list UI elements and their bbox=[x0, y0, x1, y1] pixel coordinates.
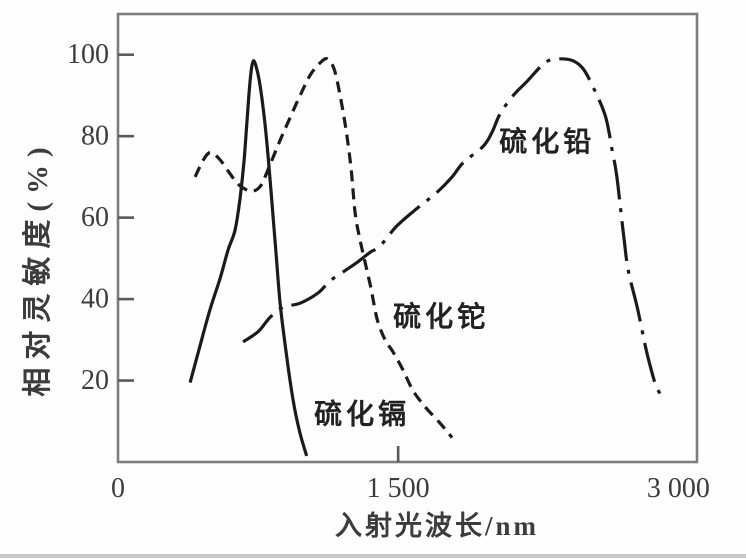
x-tick-1500: 1 500 bbox=[367, 446, 430, 504]
x-tick-3000: 3 000 bbox=[647, 473, 710, 504]
y-tick-label-20: 20 bbox=[81, 365, 109, 396]
scan-edge-bottom bbox=[0, 554, 746, 558]
y-tick-label-80: 80 bbox=[81, 121, 109, 152]
curve-labels-layer: 硫化镉 硫化铊 硫化铅 bbox=[314, 125, 595, 431]
x-tick-label-3000: 3 000 bbox=[647, 473, 710, 504]
curve-cds bbox=[188, 59, 309, 457]
y-tick-20: 20 bbox=[81, 365, 134, 396]
y-tick-60: 60 bbox=[81, 202, 134, 233]
curve-label-tl2s: 硫化铊 bbox=[393, 300, 489, 333]
curve-label-pbs: 硫化铅 bbox=[499, 125, 595, 158]
y-tick-100: 100 bbox=[67, 39, 134, 70]
curve-label-cds: 硫化镉 bbox=[314, 398, 410, 431]
curve-tl2s bbox=[193, 56, 454, 439]
x-axis-title: 入射光波长/nm bbox=[335, 511, 539, 541]
y-tick-label-40: 40 bbox=[81, 284, 109, 315]
curve-pbs bbox=[242, 57, 664, 398]
x-tick-0: 0 bbox=[111, 473, 125, 504]
axis-ticks: 20 40 60 80 100 0 1 500 3 000 bbox=[67, 39, 710, 504]
plot-frame bbox=[116, 12, 699, 464]
x-tick-label-1500: 1 500 bbox=[367, 473, 430, 504]
curves-layer bbox=[188, 56, 664, 457]
y-tick-80: 80 bbox=[81, 121, 134, 152]
y-tick-40: 40 bbox=[81, 284, 134, 315]
y-axis-title: 相对灵敏度(%) bbox=[21, 139, 54, 396]
y-tick-label-60: 60 bbox=[81, 202, 109, 233]
x-tick-label-0: 0 bbox=[111, 473, 125, 504]
y-tick-label-100: 100 bbox=[67, 39, 109, 70]
